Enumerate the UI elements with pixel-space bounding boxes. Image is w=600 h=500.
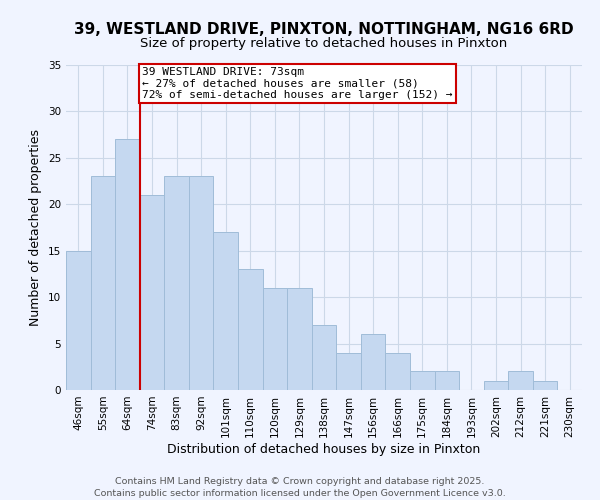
X-axis label: Distribution of detached houses by size in Pinxton: Distribution of detached houses by size … <box>167 442 481 456</box>
Bar <box>140 195 164 390</box>
Bar <box>91 176 115 390</box>
Bar <box>336 353 361 390</box>
Text: Size of property relative to detached houses in Pinxton: Size of property relative to detached ho… <box>140 38 508 51</box>
Bar <box>312 325 336 390</box>
Text: 39 WESTLAND DRIVE: 73sqm
← 27% of detached houses are smaller (58)
72% of semi-d: 39 WESTLAND DRIVE: 73sqm ← 27% of detach… <box>142 67 452 100</box>
Bar <box>263 288 287 390</box>
Bar <box>484 380 508 390</box>
Bar <box>164 176 189 390</box>
Bar <box>533 380 557 390</box>
Bar <box>238 270 263 390</box>
Bar <box>66 250 91 390</box>
Bar <box>115 140 140 390</box>
Bar <box>361 334 385 390</box>
Bar <box>189 176 214 390</box>
Bar <box>385 353 410 390</box>
Y-axis label: Number of detached properties: Number of detached properties <box>29 129 43 326</box>
Text: 39, WESTLAND DRIVE, PINXTON, NOTTINGHAM, NG16 6RD: 39, WESTLAND DRIVE, PINXTON, NOTTINGHAM,… <box>74 22 574 38</box>
Bar <box>287 288 312 390</box>
Bar <box>508 372 533 390</box>
Bar <box>214 232 238 390</box>
Bar <box>410 372 434 390</box>
Text: Contains HM Land Registry data © Crown copyright and database right 2025.
Contai: Contains HM Land Registry data © Crown c… <box>94 476 506 498</box>
Bar <box>434 372 459 390</box>
